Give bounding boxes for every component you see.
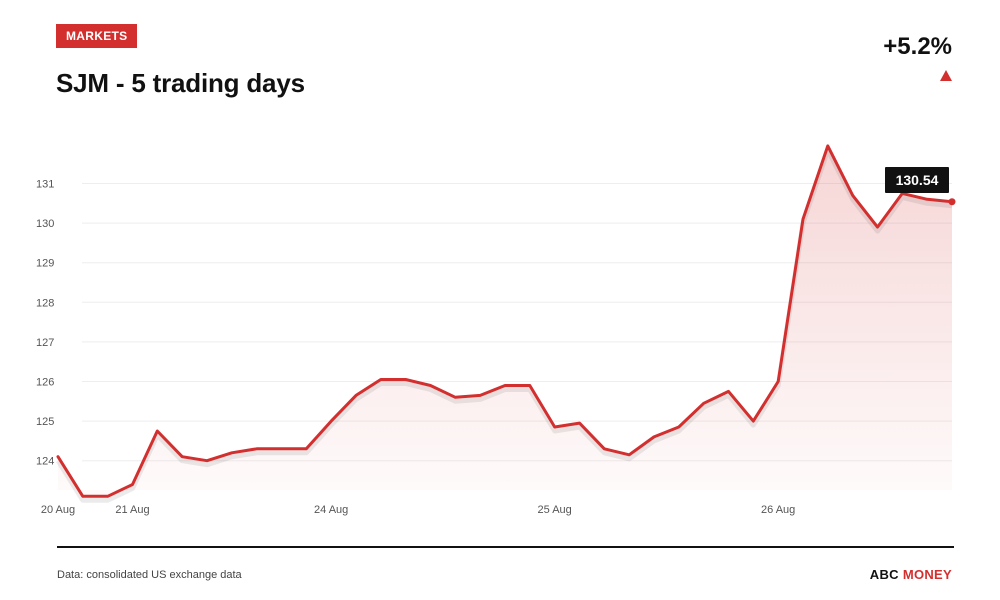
data-point [280,447,284,451]
data-point [627,453,631,457]
data-point [702,401,706,405]
data-point [131,482,135,486]
data-point [578,421,582,425]
data-point [553,425,557,429]
data-point [56,455,60,459]
data-point [329,419,333,423]
data-point [826,144,830,148]
data-point [304,447,308,451]
data-point [205,459,209,463]
data-point [602,447,606,451]
y-tick-label: 125 [36,416,54,428]
data-point [503,383,507,387]
data-point [180,455,184,459]
data-point [727,389,731,393]
data-point [81,494,85,498]
x-tick-label: 21 Aug [115,504,149,516]
data-point [876,225,880,229]
data-point [652,435,656,439]
brand-name-part1: ABC [869,567,899,582]
brand-logo: ABC MONEY [870,567,952,582]
last-point-marker [948,198,956,206]
y-tick-label: 127 [36,337,54,349]
data-point [255,447,259,451]
data-point [478,393,482,397]
up-arrow-icon [940,70,952,81]
y-tick-label: 128 [36,297,54,309]
data-point [528,383,532,387]
data-point [155,429,159,433]
series-area-fill [58,145,952,497]
last-value-label: 130.54 [896,172,939,188]
data-point [851,193,855,197]
data-point [429,383,433,387]
data-point [801,217,805,221]
series-line [56,144,954,498]
data-point [404,378,408,382]
x-tick-label: 20 Aug [41,504,75,516]
data-point [751,419,755,423]
bottom-divider [57,546,954,548]
y-tick-label: 131 [36,179,54,191]
data-point [379,378,383,382]
data-point [776,380,780,384]
price-chart: 124 125 126 127 128 129 130 131 20 Aug 21 Aug 24 A… [36,144,956,516]
data-point [230,451,234,455]
last-value-tooltip [885,167,949,193]
y-tick-label: 126 [36,377,54,389]
y-tick-label: 130 [36,218,54,230]
data-point [354,393,358,397]
brand-name-part2: MONEY [902,567,952,582]
y-tick-label: 129 [36,258,54,270]
data-source-note: Data: consolidated US exchange data [57,569,242,581]
price-change: +5.2% [883,33,952,60]
category-badge: MARKETS [56,24,138,48]
data-point [453,395,457,399]
data-point [106,494,110,498]
data-point [677,425,681,429]
x-tick-label: 24 Aug [314,504,348,516]
x-tick-label: 26 Aug [761,504,795,516]
y-tick-label: 124 [36,456,54,468]
page-title: SJM - 5 trading days [56,68,305,98]
x-tick-label: 25 Aug [538,504,572,516]
data-point [925,197,929,201]
